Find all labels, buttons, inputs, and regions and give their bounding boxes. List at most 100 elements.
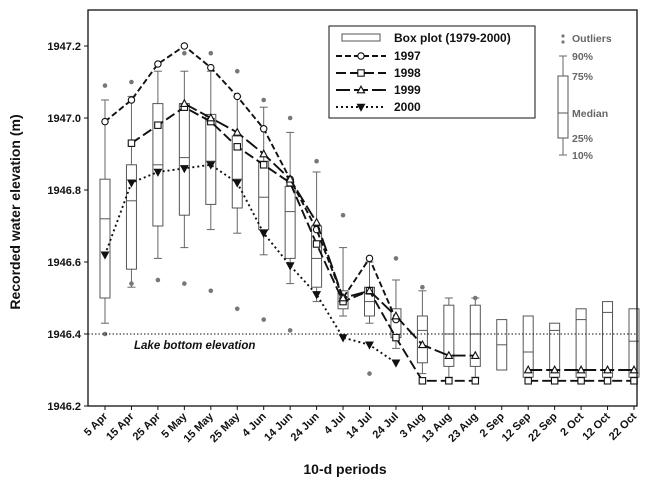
series-point (338, 293, 348, 302)
x-tick-label: 24 Jun (289, 410, 322, 443)
series-point (391, 311, 401, 320)
series-point (523, 365, 533, 374)
outlier-point (367, 371, 372, 376)
series-point (259, 229, 269, 239)
box-iqr (284, 185, 296, 259)
series-point (207, 63, 215, 72)
series-point (101, 117, 109, 126)
series-point (603, 377, 612, 385)
box-iqr (99, 178, 111, 299)
series-point (180, 42, 189, 50)
outlier-point (473, 295, 478, 301)
series-point (232, 127, 242, 136)
box-5-apr (99, 99, 111, 324)
outlier-point (261, 97, 267, 103)
legend-label: 1999 (394, 83, 421, 97)
outlier-point (182, 281, 187, 286)
outlier-point (102, 331, 108, 337)
box-iqr (125, 164, 137, 270)
series-point (233, 143, 242, 151)
box-iqr (443, 304, 455, 367)
outlier-point (208, 288, 214, 294)
box-14-jun (284, 131, 296, 285)
x-tick-label: 22 Sep (526, 410, 560, 444)
key-outliers-label: Outliers (572, 33, 612, 45)
series-point (127, 179, 136, 188)
series-lines (100, 42, 639, 385)
box-iqr (231, 135, 243, 209)
x-tick-label: 25 May (208, 410, 243, 445)
series-point (471, 377, 480, 385)
box-key: Outliers 90% 75% Median 25% 10% (557, 33, 612, 162)
legend-swatch-marker (356, 85, 366, 94)
series-point (259, 149, 269, 158)
y-axis-title: Recorded water elevation (m) (7, 114, 23, 309)
series-1998 (127, 103, 638, 385)
x-axis-title: 10-d periods (303, 461, 386, 477)
outlier-point (234, 68, 240, 74)
series-point (233, 92, 242, 101)
plot-frame (87, 9, 638, 407)
y-tick-label: 1946.8 (47, 185, 81, 197)
series-point (312, 291, 322, 300)
series-point (444, 350, 454, 359)
box-15-may (205, 70, 217, 231)
series-point (154, 60, 162, 68)
key-outlier-dot (561, 34, 565, 38)
series-point (365, 341, 374, 350)
series-point (285, 174, 295, 183)
y-tick-label: 1946.6 (47, 257, 81, 269)
series-point (285, 262, 295, 271)
y-tick-label: 1947.2 (47, 41, 81, 53)
outlier-point (182, 50, 187, 56)
legend-label: 1998 (394, 66, 421, 80)
box-25-may (231, 95, 243, 234)
box-13-aug (443, 297, 455, 378)
outlier-point (287, 115, 293, 121)
box-iqr (178, 103, 190, 216)
series-1999 (179, 98, 639, 374)
outlier-point (261, 317, 267, 322)
outlier-point (234, 306, 240, 312)
legend-swatch-marker (356, 103, 366, 112)
series-point (259, 161, 268, 169)
box-3-aug (416, 290, 428, 375)
series-line (130, 106, 476, 382)
box-15-apr (125, 95, 137, 288)
series-point (338, 334, 348, 343)
outlier-point (340, 212, 346, 218)
series-point (550, 365, 560, 374)
outlier-point (155, 277, 161, 283)
legend-label: 2000 (394, 100, 421, 114)
outlier-point (287, 328, 293, 333)
legend-label-box: Box plot (1979-2000) (394, 31, 511, 45)
x-tick-label: 12 Oct (580, 410, 613, 443)
series-point (391, 359, 401, 368)
series-line (183, 102, 476, 357)
x-tick-label: 22 Oct (607, 410, 640, 443)
box-iqr (469, 304, 481, 367)
key-p25-label: 25% (572, 133, 594, 145)
series-point (179, 98, 189, 107)
series-point (179, 165, 189, 174)
series-point (206, 113, 216, 122)
series-line (104, 163, 397, 364)
series-point (127, 96, 136, 104)
outlier-point (420, 284, 425, 290)
series-point (603, 365, 613, 374)
series-2000 (100, 161, 401, 368)
key-p10-label: 10% (572, 150, 594, 162)
key-outlier-dot (561, 40, 565, 44)
series-point (127, 139, 136, 147)
box-25-apr (152, 70, 164, 259)
series-point (365, 254, 374, 263)
key-p90-label: 90% (572, 51, 594, 63)
series-point (417, 339, 427, 349)
box-23-aug (469, 297, 481, 378)
x-tick-label: 23 Aug (446, 411, 480, 445)
legend-label: 1997 (394, 49, 421, 63)
y-tick-label: 1946.2 (47, 401, 81, 413)
series-point (259, 125, 268, 133)
series-point (629, 365, 639, 374)
